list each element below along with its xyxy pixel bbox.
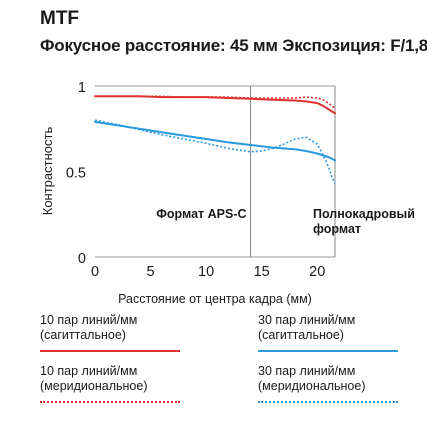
- x-tick-label: 20: [309, 264, 325, 280]
- x-tick-label: 5: [147, 264, 155, 280]
- legend-swatch: [258, 350, 398, 352]
- legend-item-10-sagittal: 10 пар линий/мм (сагиттальное): [40, 313, 200, 352]
- legend-item-30-sagittal: 30 пар линий/мм (сагиттальное): [258, 313, 418, 352]
- marker-label: Формат APS-C: [156, 207, 246, 221]
- x-axis-label: Расстояние от центра кадра (мм): [118, 292, 312, 306]
- y-tick-label: 0: [78, 251, 86, 267]
- legend-swatch: [258, 401, 398, 403]
- x-tick-label: 15: [254, 264, 270, 280]
- legend-swatch: [40, 350, 180, 352]
- tick-layer: 00.510 5 10 15 20: [66, 80, 325, 280]
- series-layer: [94, 95, 336, 184]
- y-tick-label: 0.5: [66, 166, 86, 182]
- legend-label-line1: 10 пар линий/мм: [40, 313, 138, 327]
- chart-subtitle: Фокусное расстояние: 45 мм Экспозиция: F…: [40, 36, 427, 55]
- legend-item-30-meridional: 30 пар линий/мм (меридиональное): [258, 364, 418, 403]
- legend-label-line1: 30 пар линий/мм: [258, 313, 356, 327]
- legend-item-10-meridional: 10 пар линий/мм (меридиональное): [40, 364, 200, 403]
- legend-label-line1: 30 пар линий/мм: [258, 364, 356, 378]
- marker-label: Полнокадровый формат: [313, 207, 415, 236]
- y-axis-label: Контрастность: [40, 127, 55, 216]
- series-line: [94, 95, 336, 115]
- legend-swatch: [40, 401, 180, 403]
- series-line: [94, 119, 336, 184]
- y-tick-label: 1: [78, 80, 86, 96]
- x-tick-label: 0: [91, 264, 99, 280]
- plot-area: Формат APS-C Полнокадровый формат: [95, 85, 415, 258]
- legend-label-line2: (сагиттальное): [258, 328, 344, 342]
- legend-label-line2: (сагиттальное): [40, 328, 126, 342]
- legend-label-line2: (меридиональное): [40, 379, 148, 393]
- legend-label-line2: (меридиональное): [258, 379, 366, 393]
- x-tick-label: 10: [198, 264, 214, 280]
- chart-title: MTF: [40, 8, 80, 29]
- legend-label-line1: 10 пар линий/мм: [40, 364, 138, 378]
- series-line: [94, 120, 336, 162]
